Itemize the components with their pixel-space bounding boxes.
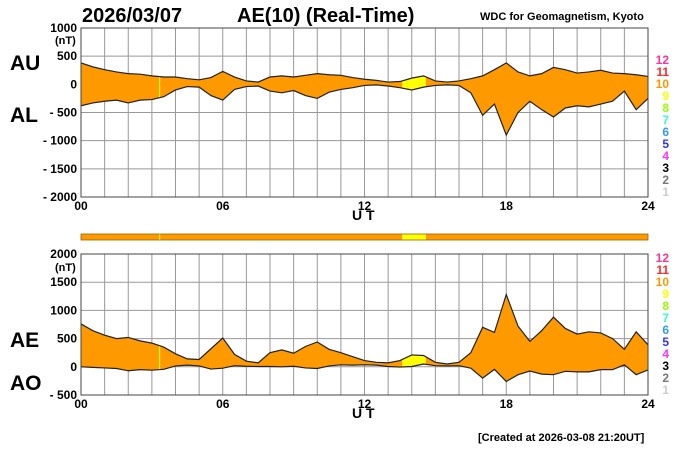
au-label: AU [10,52,40,75]
y-tick-label: 0 [70,77,77,91]
series-line-ae [80,292,649,365]
station-count-fill-segment [160,71,403,101]
plot-frame [80,253,649,396]
x-tick-label: 18 [500,397,514,411]
station-count-fill-segment [425,62,648,136]
y-tick-label: 500 [57,49,77,63]
x-tick-label: 12 [358,199,372,213]
date-title: 2026/03/07 [82,5,182,27]
station-count-legend-item: 3 [662,161,669,175]
x-tick-label: 06 [216,397,230,411]
y-tick-label: 1500 [50,275,77,289]
station-count-legend-item: 12 [656,53,670,67]
station-count-legend-item: 1 [662,185,669,199]
station-count-legend-item: 4 [662,347,669,361]
station-count-legend-item: 11 [656,65,669,79]
station-count-legend-item: 7 [662,311,669,325]
y-tick-label: - 1000 [43,134,77,148]
y-tick-label: - 500 [50,106,78,120]
xlabel-bottom: U T [352,405,375,421]
station-count-fill-segment [158,345,161,370]
station-count-legend-item: 7 [662,113,669,127]
series-line-ao [80,363,649,383]
unit-label-top: (nT) [55,35,76,47]
y-tick-label: 0 [70,360,77,374]
ae-label: AE [10,329,39,352]
station-count-legend-item: 2 [662,173,669,187]
ao-label: AO [10,372,42,395]
station-count-legend-item: 11 [656,263,669,277]
x-tick-label: 24 [641,199,655,213]
station-count-fill-segment [158,76,161,98]
x-tick-label: 18 [500,199,514,213]
station-count-legend-item: 5 [662,137,669,151]
y-tick-label: 1000 [50,303,77,317]
al-label: AL [10,104,38,127]
station-count-legend-item: 10 [656,275,670,289]
station-count-legend-item: 9 [662,89,669,103]
station-count-legend-item: 8 [662,101,669,115]
station-count-legend-item: 2 [662,371,669,385]
station-count-bar-segment [402,234,426,240]
y-tick-label: 1000 [50,21,77,35]
plot-frame [80,27,649,198]
series-line-al [80,84,649,137]
xlabel-top: U T [352,207,375,223]
x-tick-label: 00 [74,199,88,213]
y-tick-label: - 1500 [43,162,77,176]
y-tick-label: 500 [57,332,77,346]
station-count-legend-item: 5 [662,335,669,349]
x-tick-label: 24 [641,397,655,411]
station-count-bar-segment [425,234,648,240]
station-count-bar-segment [158,234,161,240]
station-count-legend-item: 12 [656,251,670,265]
station-count-fill-segment [160,338,403,370]
y-tick-label: - 500 [50,388,78,402]
station-count-legend-item: 8 [662,299,669,313]
station-count-fill-segment [81,323,159,371]
y-tick-label: 2000 [50,247,77,261]
series-line-au [80,62,649,83]
station-count-legend-item: 1 [662,383,669,397]
station-count-fill-segment [81,62,159,106]
station-count-legend-item: 4 [662,149,669,163]
station-count-bar-segment [81,234,159,240]
unit-label-bottom: (nT) [55,262,76,274]
station-count-bar-segment [160,234,403,240]
station-count-legend-item: 10 [656,77,670,91]
y-tick-label: - 2000 [43,190,77,204]
station-count-legend-item: 9 [662,287,669,301]
source-label: WDC for Geomagnetism, Kyoto [480,11,644,23]
x-tick-label: 06 [216,199,230,213]
station-count-bar-frame [80,233,649,241]
station-count-fill-segment [425,294,648,382]
created-label: [Created at 2026-03-08 21:20UT] [478,432,645,444]
x-tick-label: 12 [358,397,372,411]
x-tick-label: 00 [74,397,88,411]
chart-title: AE(10) (Real-Time) [237,5,414,27]
station-count-legend-item: 6 [662,323,669,337]
station-count-fill-segment [402,354,426,367]
station-count-legend-item: 6 [662,125,669,139]
station-count-legend-item: 3 [662,359,669,373]
